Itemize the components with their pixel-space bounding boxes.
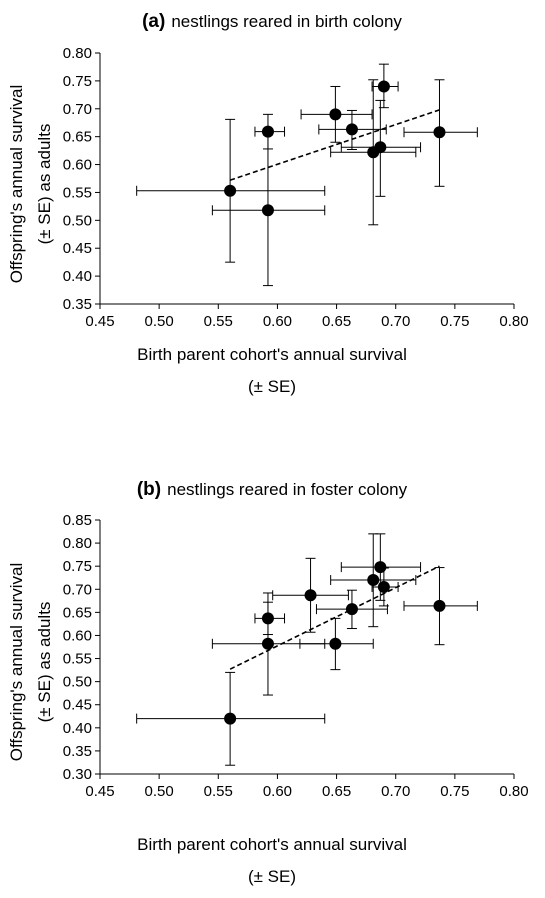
panel-a-data-point (374, 141, 387, 154)
panel-b-y-tick-label: 0.35 (63, 743, 92, 760)
panel-a-trendline (229, 109, 440, 181)
panel-b-title-label: (b) (137, 479, 161, 500)
panel-b-xlabel-line2: (± SE) (248, 867, 296, 886)
panel-b-data-point (224, 712, 237, 725)
panel-b-y-tick-label: 0.60 (63, 627, 92, 644)
panel-a-y-tick-label: 0.80 (63, 45, 92, 62)
panel-b-trendline (229, 565, 440, 670)
panel-b-data-point (345, 603, 358, 616)
panel-b-y-tick-label: 0.55 (63, 651, 92, 668)
panel-b-data-point (374, 561, 387, 574)
panel-a-title: (a) nestlings reared in birth colony (142, 11, 402, 32)
panel-a-y-tick-label: 0.55 (63, 184, 92, 201)
panel-a-y-tick-label: 0.40 (63, 268, 92, 285)
panel-b-data-point (304, 589, 317, 602)
panel-b-x-tick-label: 0.45 (85, 783, 114, 800)
panel-b-y-tick-label: 0.50 (63, 674, 92, 691)
panel-b-ylabel-line1: Offspring's annual survival (7, 563, 26, 762)
panel-a-ylabel-line2: (± SE) as adults (35, 124, 54, 245)
panel-b-title-text: nestlings reared in foster colony (167, 480, 408, 499)
panel-a: (a) nestlings reared in birth colony Birt… (7, 11, 529, 396)
panel-b-ylabel-line2: (± SE) as adults (35, 602, 54, 723)
panel-b-x-tick-label: 0.75 (440, 783, 469, 800)
panel-a-title-label: (a) (142, 11, 165, 32)
panel-b-x-tick-label: 0.70 (381, 783, 410, 800)
panel-a-data-point (261, 204, 274, 217)
panel-a-data-point (433, 126, 446, 139)
panel-b-data-point (261, 637, 274, 650)
panel-b-y-tick-label: 0.85 (63, 512, 92, 529)
panel-a-x-tick-label: 0.55 (204, 313, 233, 330)
panel-a-x-tick-label: 0.45 (85, 313, 114, 330)
panel-a-x-tick-label: 0.50 (145, 313, 174, 330)
panel-b-y-tick-label: 0.65 (63, 604, 92, 621)
panel-a-x-tick-label: 0.75 (440, 313, 469, 330)
panel-b-data-point (377, 580, 390, 593)
panel-a-title-text: nestlings reared in birth colony (171, 12, 402, 31)
panel-a-data-point (261, 125, 274, 138)
panel-a-xlabel-line1: Birth parent cohort's annual survival (137, 345, 407, 364)
panel-b-y-tick-label: 0.70 (63, 581, 92, 598)
panel-b-y-tick-label: 0.80 (63, 535, 92, 552)
panel-a-data-point (377, 80, 390, 93)
panel-a-x-tick-label: 0.80 (499, 313, 528, 330)
panel-b-xlabel-line1: Birth parent cohort's annual survival (137, 835, 407, 854)
panel-b-x-tick-label: 0.65 (322, 783, 351, 800)
panel-a-y-tick-label: 0.65 (63, 129, 92, 146)
panel-b-data-point (261, 612, 274, 625)
panel-a-y-tick-label: 0.75 (63, 73, 92, 90)
panel-a-xlabel-line2: (± SE) (248, 377, 296, 396)
panel-b-data-point (433, 599, 446, 612)
panel-a-y-tick-label: 0.45 (63, 240, 92, 257)
panel-a-plot: 0.35 0.40 0.45 0.50 0.55 0.60 0.65 0.70 0.75 0.80… (63, 45, 529, 330)
panel-b-data-point (367, 574, 380, 587)
panel-a-y-tick-label: 0.70 (63, 101, 92, 118)
panel-a-x-tick-label: 0.70 (381, 313, 410, 330)
panel-a-y-tick-label: 0.50 (63, 212, 92, 229)
panel-a-ylabel-line1: Offspring's annual survival (7, 85, 26, 284)
panel-a-x-tick-label: 0.65 (322, 313, 351, 330)
panel-b-y-tick-label: 0.75 (63, 558, 92, 575)
panel-b-data-point (329, 637, 342, 650)
panel-a-y-tick-label: 0.35 (63, 296, 92, 313)
panel-a-data-point (329, 108, 342, 121)
panel-b-title: (b) nestlings reared in foster colony (137, 479, 408, 500)
panel-b-x-tick-label: 0.50 (145, 783, 174, 800)
panel-b-x-tick-label: 0.55 (204, 783, 233, 800)
panel-b-y-tick-label: 0.30 (63, 766, 92, 783)
panel-b-x-tick-label: 0.80 (499, 783, 528, 800)
panel-a-data-point (224, 184, 237, 197)
panel-b-y-tick-label: 0.40 (63, 720, 92, 737)
panel-a-data-point (345, 123, 358, 136)
panel-a-x-tick-label: 0.60 (263, 313, 292, 330)
panel-b-plot: 0.30 0.35 0.40 0.45 0.50 0.55 0.60 0.65 0.70 0.75… (63, 512, 529, 800)
panel-b: (b) nestlings reared in foster colony Bir… (7, 479, 529, 886)
panel-b-y-tick-label: 0.45 (63, 697, 92, 714)
panel-a-y-tick-label: 0.60 (63, 157, 92, 174)
panel-b-x-tick-label: 0.60 (263, 783, 292, 800)
